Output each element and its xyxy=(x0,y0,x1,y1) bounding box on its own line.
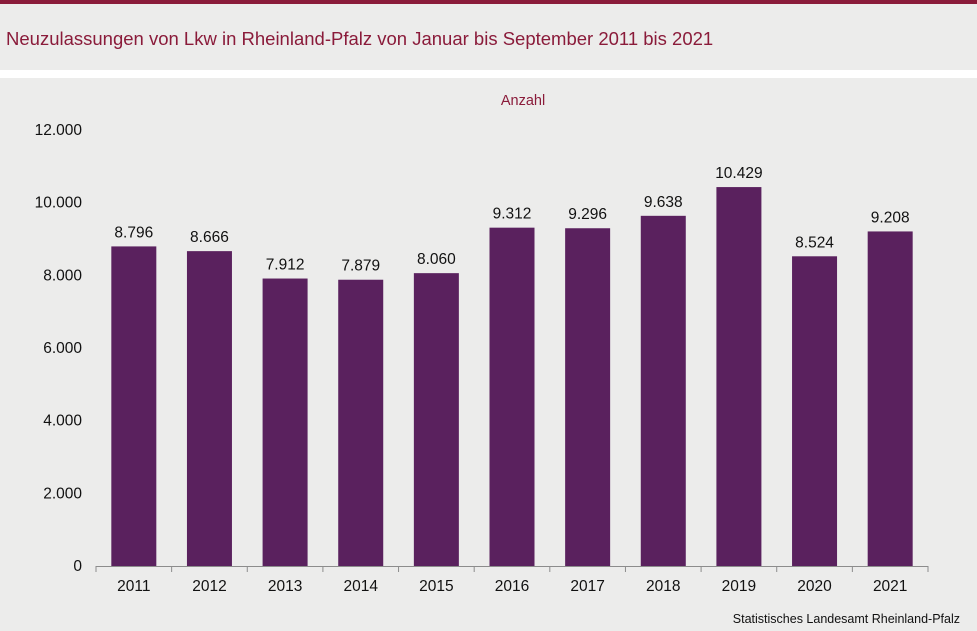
data-label: 9.208 xyxy=(871,209,910,226)
bar xyxy=(716,187,762,567)
data-label: 7.912 xyxy=(266,257,305,274)
unit-label: Anzahl xyxy=(501,93,545,109)
data-label: 8.060 xyxy=(417,251,456,268)
top-accent-bar xyxy=(0,0,977,4)
y-axis-ticks: 0 2.000 4.000 6.000 8.000 10.000 12.000 xyxy=(35,122,83,575)
bar xyxy=(867,231,913,566)
y-tick-label: 4.000 xyxy=(43,413,82,430)
source-note: Statistisches Landesamt Rheinland-Pfalz xyxy=(733,612,960,626)
header: Neuzulassungen von Lkw in Rheinland-Pfal… xyxy=(0,4,977,70)
y-tick-label: 8.000 xyxy=(43,267,82,284)
chart-area: Anzahl 8.796 8.666 7.912 7.879 8.060 9.312 9.2… xyxy=(0,78,977,631)
data-label: 8.796 xyxy=(114,224,153,241)
bars-group: 8.796 8.666 7.912 7.879 8.060 9.312 9.296 9.638… xyxy=(111,165,913,567)
header-divider xyxy=(0,70,977,78)
chart-title: Neuzulassungen von Lkw in Rheinland-Pfal… xyxy=(6,28,714,49)
x-tick-label: 2016 xyxy=(495,578,529,595)
bar xyxy=(413,273,459,566)
data-label: 8.666 xyxy=(190,229,229,246)
data-label: 7.879 xyxy=(341,258,380,275)
bar xyxy=(338,279,384,566)
bar xyxy=(262,278,308,566)
x-tick-label: 2018 xyxy=(646,578,680,595)
x-tick-label: 2014 xyxy=(343,578,378,595)
y-tick-label: 2.000 xyxy=(43,485,82,502)
data-label: 9.296 xyxy=(568,206,607,223)
data-label: 9.312 xyxy=(493,206,532,223)
x-tick-label: 2012 xyxy=(192,578,226,595)
bar xyxy=(186,251,232,567)
bar xyxy=(111,246,157,567)
bar xyxy=(565,228,611,566)
bar-chart: Anzahl 8.796 8.666 7.912 7.879 8.060 9.312 9.2… xyxy=(35,93,960,626)
x-tick-label: 2011 xyxy=(117,578,150,595)
bar xyxy=(792,256,838,566)
x-tick-label: 2020 xyxy=(797,578,832,595)
y-tick-label: 6.000 xyxy=(43,340,82,357)
y-tick-label: 0 xyxy=(73,558,82,575)
x-axis: 2011 2012 2013 2014 2015 2016 2017 2018 2019 2020… xyxy=(95,566,929,595)
y-tick-label: 10.000 xyxy=(35,195,83,212)
data-label: 8.524 xyxy=(795,234,834,251)
x-tick-label: 2013 xyxy=(268,578,302,595)
bar xyxy=(489,227,535,566)
data-label: 10.429 xyxy=(715,165,762,182)
x-tick-label: 2017 xyxy=(570,578,604,595)
bar xyxy=(640,215,686,566)
y-tick-label: 12.000 xyxy=(35,122,83,139)
data-label: 9.638 xyxy=(644,194,683,211)
x-tick-label: 2015 xyxy=(419,578,453,595)
x-tick-label: 2021 xyxy=(873,578,907,595)
x-tick-label: 2019 xyxy=(722,578,756,595)
